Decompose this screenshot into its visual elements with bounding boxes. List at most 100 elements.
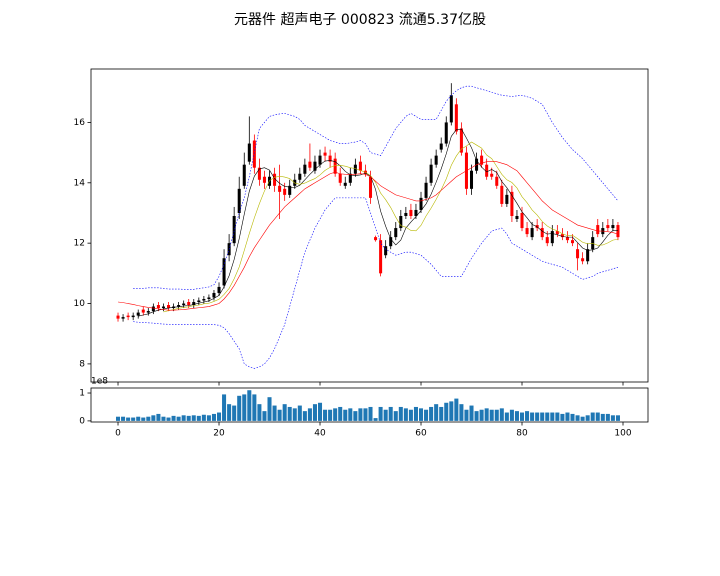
candle-body	[116, 315, 120, 319]
bar	[605, 413, 610, 421]
bar	[555, 412, 560, 421]
candle-body	[581, 258, 585, 262]
bar	[302, 411, 307, 421]
candle-body	[515, 215, 519, 220]
y-tick-label: 1	[79, 389, 85, 399]
candle-body	[318, 155, 322, 165]
candle-body	[222, 258, 226, 286]
candle-body	[414, 209, 418, 216]
chart-title: 元器件 超声电子 000823 流通5.37亿股	[234, 12, 486, 28]
candle-body	[444, 122, 448, 144]
bar	[454, 398, 459, 421]
candle-body	[141, 309, 145, 313]
candle-body	[576, 249, 580, 259]
bar	[398, 406, 403, 421]
candle-body	[570, 240, 575, 244]
candle-body	[121, 317, 125, 319]
candle-body	[560, 234, 564, 238]
bar	[439, 406, 444, 421]
bar	[348, 408, 353, 421]
x-tick-label: 0	[115, 429, 121, 439]
bar	[121, 416, 126, 421]
candle-body	[374, 237, 378, 241]
candle-body	[242, 164, 246, 186]
bar	[338, 406, 343, 421]
bar	[519, 412, 525, 421]
candle-body	[429, 164, 433, 183]
candle-body	[409, 209, 413, 216]
candle-body	[520, 212, 524, 229]
bar	[176, 416, 181, 421]
bar	[494, 409, 499, 421]
bar	[181, 415, 186, 421]
bar	[615, 415, 620, 421]
candle-body	[151, 306, 155, 312]
candle-body	[550, 231, 554, 244]
x-tick-label: 80	[516, 429, 528, 439]
candle-body	[156, 305, 160, 309]
bar	[560, 413, 565, 421]
y-tick-label: 0	[79, 416, 85, 426]
candle-body	[303, 164, 307, 174]
bar	[575, 415, 580, 421]
bar	[368, 406, 373, 421]
candle-body	[313, 161, 317, 171]
candle-body	[616, 225, 620, 238]
candle-body	[187, 302, 191, 306]
candle-body	[167, 305, 171, 309]
line	[133, 197, 619, 369]
candle-body	[505, 194, 509, 204]
bar	[595, 412, 600, 421]
candle-body	[596, 225, 600, 235]
bar	[504, 412, 509, 421]
candle-body	[298, 173, 302, 180]
candle-body	[283, 188, 287, 195]
bar	[479, 409, 484, 421]
candle-body	[530, 228, 534, 238]
bar	[222, 394, 227, 421]
candle-body	[490, 173, 494, 177]
bar	[277, 409, 282, 421]
bar	[292, 408, 297, 421]
bar	[449, 401, 454, 421]
bar	[525, 411, 530, 421]
line	[163, 141, 619, 313]
candle-body	[469, 170, 474, 189]
bar	[580, 416, 585, 421]
bar	[196, 415, 201, 421]
candle-body	[368, 176, 373, 198]
bar	[166, 417, 171, 421]
bar	[161, 416, 166, 421]
bar	[237, 395, 242, 421]
candle-body	[338, 173, 342, 183]
offset-label: 1e8	[91, 377, 108, 387]
bar	[287, 406, 292, 421]
candle-body	[500, 185, 504, 204]
bar	[413, 406, 418, 421]
candle-body	[384, 246, 388, 256]
bar	[131, 417, 136, 421]
bar	[156, 413, 161, 421]
candle-body	[343, 182, 347, 186]
bar	[317, 402, 323, 421]
bar	[610, 415, 615, 421]
candle-body	[480, 155, 484, 165]
candle-body	[197, 300, 201, 303]
y-tick-label: 16	[74, 118, 86, 128]
candle-body	[591, 237, 595, 250]
bar	[550, 412, 555, 421]
line	[138, 128, 618, 317]
x-tick-label: 20	[213, 429, 225, 439]
bar	[191, 415, 196, 421]
candle-body	[252, 140, 256, 168]
candle-body	[308, 161, 312, 168]
bar	[403, 408, 408, 421]
bar	[378, 406, 383, 421]
candle-body	[510, 191, 514, 216]
bar	[540, 412, 545, 421]
bar	[600, 413, 605, 421]
bar	[282, 404, 287, 421]
candle-body	[333, 158, 337, 174]
y-tick-label: 10	[74, 299, 86, 309]
